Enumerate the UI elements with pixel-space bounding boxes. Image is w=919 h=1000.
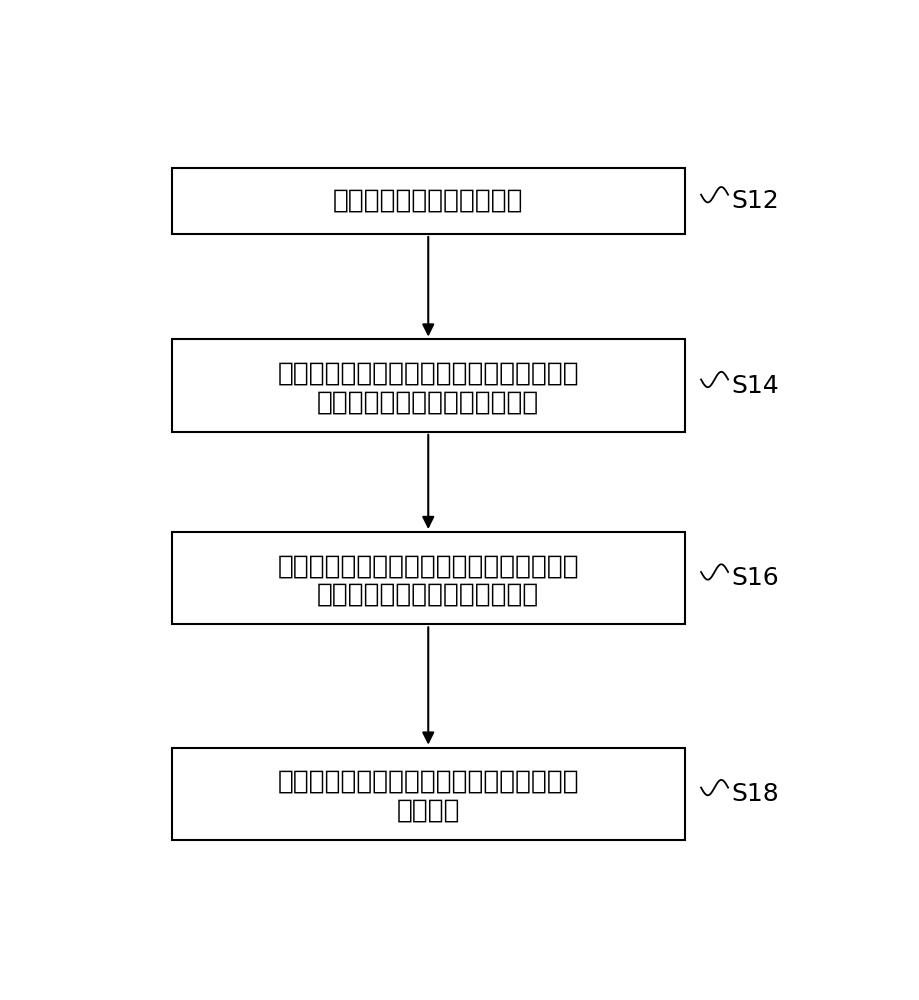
Text: S16: S16 xyxy=(731,566,778,590)
Text: 根据测量指令控制激光发射器向定位尺发射: 根据测量指令控制激光发射器向定位尺发射 xyxy=(278,361,579,387)
FancyBboxPatch shape xyxy=(172,339,685,432)
Text: 接收上位机发送的测量指令: 接收上位机发送的测量指令 xyxy=(333,188,524,214)
Text: 纵向位移: 纵向位移 xyxy=(396,797,460,823)
Text: 激光，其中，定位尺固定于钢轨: 激光，其中，定位尺固定于钢轨 xyxy=(317,389,539,415)
FancyBboxPatch shape xyxy=(172,532,685,624)
Text: 控制图像传感器采集定位尺的第一图像，其: 控制图像传感器采集定位尺的第一图像，其 xyxy=(278,553,579,579)
Text: S18: S18 xyxy=(731,782,778,806)
Text: S14: S14 xyxy=(731,374,778,398)
FancyBboxPatch shape xyxy=(172,168,685,234)
FancyBboxPatch shape xyxy=(172,748,685,840)
Text: 根据图像传感器反馈的第一图像生成钢轨的: 根据图像传感器反馈的第一图像生成钢轨的 xyxy=(278,769,579,795)
Text: S12: S12 xyxy=(731,189,778,213)
Text: 中，第一图像中包括激光的光束: 中，第一图像中包括激光的光束 xyxy=(317,582,539,608)
